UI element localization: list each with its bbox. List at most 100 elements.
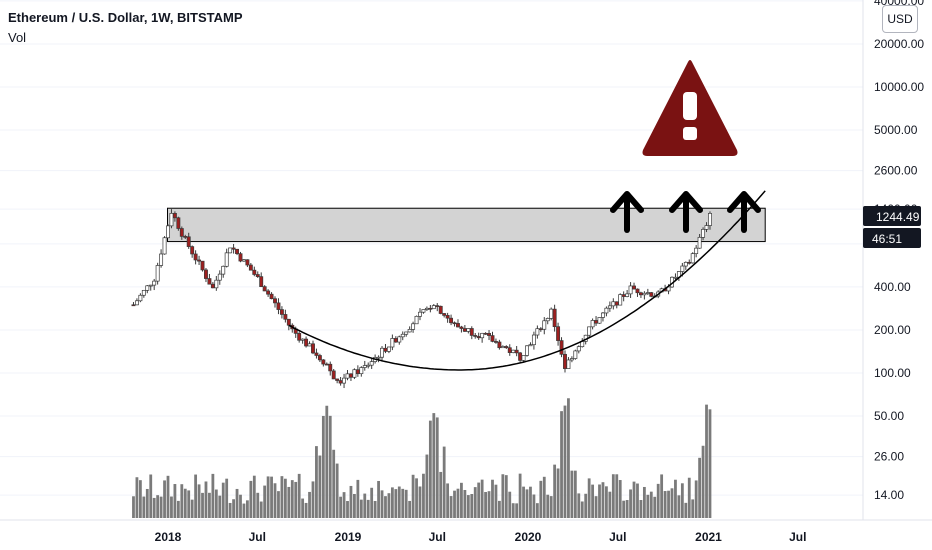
volume-bar bbox=[232, 499, 235, 518]
volume-bar bbox=[580, 501, 584, 518]
volume-bar bbox=[656, 483, 660, 518]
volume-bar bbox=[363, 493, 367, 518]
volume-bar bbox=[335, 463, 339, 518]
candle-body bbox=[169, 212, 174, 227]
volume-bar bbox=[497, 500, 501, 518]
volume-bar bbox=[584, 493, 588, 518]
price-tick-label: 10000.00 bbox=[874, 80, 924, 94]
candle-body bbox=[694, 247, 699, 255]
candle-body bbox=[352, 369, 357, 378]
candle-body bbox=[601, 312, 605, 318]
candle-body bbox=[632, 285, 636, 290]
candle-body bbox=[569, 358, 574, 361]
volume-bar bbox=[532, 494, 536, 518]
volume-bar bbox=[632, 481, 636, 518]
volume-bar bbox=[180, 484, 184, 518]
volume-bar bbox=[332, 449, 336, 518]
candle-body bbox=[407, 329, 412, 333]
candle-body bbox=[324, 363, 329, 366]
warning-dot bbox=[683, 127, 697, 140]
volume-bar bbox=[280, 476, 284, 518]
time-tick-label: Jul bbox=[249, 530, 266, 544]
candle-body bbox=[521, 355, 526, 361]
volume-bar bbox=[270, 476, 273, 518]
candle-body bbox=[445, 315, 450, 319]
volume-bar bbox=[684, 502, 688, 518]
volume-bar bbox=[318, 455, 322, 518]
volume-bar bbox=[263, 485, 267, 518]
candle-body bbox=[259, 276, 264, 287]
volume-bar bbox=[173, 484, 177, 518]
candle-body bbox=[431, 305, 436, 310]
candle-body bbox=[545, 318, 550, 322]
price-tick-label: 200.00 bbox=[874, 323, 911, 337]
candle-body bbox=[549, 308, 554, 319]
volume-bar bbox=[622, 500, 626, 518]
volume-bar bbox=[394, 489, 398, 518]
candle-body bbox=[573, 350, 578, 359]
volume-bar bbox=[228, 502, 232, 518]
volume-bar bbox=[132, 496, 135, 518]
volume-bar bbox=[242, 503, 246, 518]
candle-body bbox=[380, 347, 384, 358]
volume-bar bbox=[491, 479, 494, 518]
candle-body bbox=[518, 352, 523, 361]
volume-bar bbox=[156, 495, 160, 518]
volume-bar bbox=[456, 488, 460, 518]
volume-bar bbox=[277, 491, 280, 518]
volume-bar bbox=[663, 491, 667, 518]
candle-body bbox=[145, 285, 150, 291]
candle-body bbox=[197, 259, 202, 262]
volume-bar bbox=[353, 493, 356, 518]
candle-body bbox=[507, 347, 512, 353]
candle-body bbox=[314, 352, 319, 356]
currency-button[interactable]: USD bbox=[882, 5, 918, 33]
volume-bar bbox=[387, 493, 391, 518]
volume-bar bbox=[194, 474, 198, 518]
price-axis: 14.0026.0050.00100.00200.00400.00800.001… bbox=[874, 0, 924, 502]
candle-body bbox=[166, 225, 170, 239]
candle-body bbox=[183, 236, 188, 238]
candle-body bbox=[338, 380, 343, 384]
volume-bar bbox=[290, 480, 294, 518]
volume-bar bbox=[591, 484, 595, 518]
volume-bar bbox=[629, 489, 632, 518]
volume-bar bbox=[325, 405, 329, 518]
candle-body bbox=[497, 341, 502, 349]
candle-body bbox=[400, 333, 405, 338]
volume-bar bbox=[466, 495, 470, 518]
volume-bar bbox=[511, 503, 515, 518]
volume-bar bbox=[283, 478, 287, 518]
candle-body bbox=[621, 294, 626, 297]
candle-body bbox=[190, 246, 195, 255]
candle-body bbox=[159, 253, 164, 266]
volume-bar bbox=[653, 496, 657, 518]
candle-body bbox=[438, 305, 443, 314]
volume-bar bbox=[570, 470, 574, 518]
volume-bar bbox=[297, 473, 301, 518]
candle-body bbox=[456, 323, 460, 328]
volume-bar bbox=[163, 480, 166, 518]
arrow-up-icon bbox=[669, 191, 703, 233]
resistance-zone bbox=[167, 207, 766, 243]
volume-bar bbox=[480, 479, 484, 518]
time-tick-label: 2019 bbox=[335, 530, 362, 544]
time-tick-label: Jul bbox=[609, 530, 626, 544]
candle-body bbox=[335, 378, 340, 381]
volume-bar bbox=[694, 480, 698, 518]
volume-bar bbox=[214, 489, 218, 518]
volume-bar bbox=[239, 494, 242, 518]
candle-body bbox=[231, 247, 236, 250]
volume-bar bbox=[328, 415, 332, 518]
volume-bar bbox=[377, 480, 380, 518]
candle-body bbox=[172, 212, 177, 219]
candle-body bbox=[638, 292, 643, 296]
volume-bar bbox=[473, 487, 477, 518]
volume-bar bbox=[642, 486, 646, 518]
candle-body bbox=[708, 213, 712, 226]
time-tick-label: 2020 bbox=[515, 530, 542, 544]
volume-bar bbox=[418, 486, 422, 518]
candle-body bbox=[217, 273, 222, 281]
candle-body bbox=[345, 373, 350, 379]
volume-label: Vol bbox=[8, 30, 27, 45]
